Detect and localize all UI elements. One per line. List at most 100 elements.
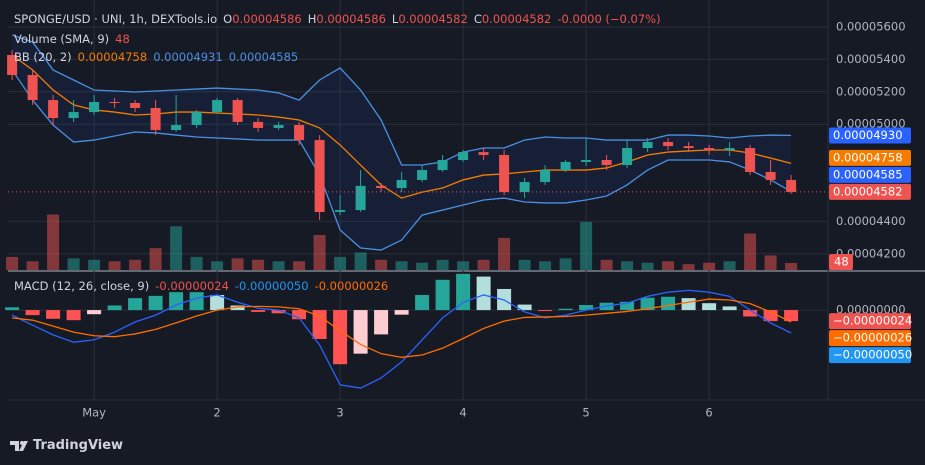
band-fill	[12, 34, 792, 251]
candle-body	[601, 160, 612, 166]
candle-body	[396, 179, 407, 189]
candle-body	[48, 100, 59, 119]
histogram-bar	[415, 294, 430, 311]
histogram-bar	[333, 310, 348, 365]
histogram-bar	[25, 310, 40, 316]
histogram-bar	[538, 310, 553, 312]
volume-bar	[313, 235, 326, 270]
volume-bar	[621, 261, 634, 270]
bb-line	[11, 34, 792, 166]
histogram-bar	[189, 292, 204, 311]
volume-name: Volume (SMA, 9)	[14, 32, 110, 46]
histogram-bar	[169, 292, 184, 311]
candle-body	[314, 140, 325, 213]
histogram-bar	[763, 310, 778, 322]
ohlc-value: 0.00004582	[398, 12, 468, 26]
axis-tag	[829, 183, 911, 200]
ohlc-key: O	[223, 12, 233, 26]
axis-tag-label: 0.00004758	[833, 150, 903, 164]
histogram-bar	[312, 310, 327, 339]
candle-body	[27, 74, 38, 101]
candle-body	[499, 154, 510, 193]
histogram-bar	[661, 296, 676, 311]
histogram-bar	[292, 310, 307, 320]
bb-value: 0.00004758	[77, 50, 148, 64]
y-tick-label: 0.00004200	[836, 246, 906, 260]
histogram-bar	[558, 308, 573, 311]
candle-body	[724, 148, 735, 150]
candle-body	[765, 171, 776, 180]
bb-value: 0.00004585	[228, 50, 299, 64]
volume-bar	[580, 221, 593, 270]
volume-bar	[170, 226, 183, 270]
candle-body	[704, 148, 715, 150]
candle-body	[458, 152, 469, 161]
histogram-bar	[87, 310, 102, 315]
axis-tag	[829, 166, 911, 183]
volume-bar	[723, 261, 736, 270]
histogram-bar	[271, 310, 286, 314]
histogram-bar	[46, 310, 61, 319]
histogram-bar	[476, 276, 491, 311]
macd-value: -0.00000050	[234, 279, 309, 293]
volume-bar	[129, 259, 142, 270]
x-tick-label: May	[82, 406, 106, 420]
candle-body	[109, 102, 120, 104]
candle-body	[89, 102, 100, 113]
volume-bar	[764, 255, 777, 270]
histogram-bar	[722, 306, 737, 311]
macd-name: MACD (12, 26, close, 9)	[14, 279, 150, 293]
candle-body	[560, 161, 571, 171]
histogram-bar	[251, 310, 266, 312]
histogram-bar	[579, 305, 594, 311]
candle-body	[417, 170, 428, 180]
candle-body	[478, 152, 489, 155]
axis-tag-label: −0.00000024	[833, 314, 912, 328]
volume-bar	[498, 237, 511, 270]
x-tick-label: 2	[213, 406, 220, 420]
axis-tag	[829, 149, 911, 166]
histogram-bar	[456, 273, 471, 311]
axis-tag-label: −0.00000026	[833, 331, 912, 345]
x-tick-label: 5	[582, 406, 589, 420]
axis-tag	[829, 330, 911, 347]
volume-bar	[539, 261, 552, 270]
axis-tag-label: 0.00004582	[833, 184, 903, 198]
histogram-bar	[784, 310, 799, 322]
macd-line	[12, 298, 792, 358]
volume-bar	[252, 259, 265, 270]
y-tick-label: 0.00000000	[836, 303, 906, 317]
volume-tag-label: 48	[834, 255, 849, 269]
volume-bar	[682, 264, 695, 270]
volume-bar	[190, 256, 203, 270]
volume-bar	[600, 259, 613, 270]
histogram-bar	[5, 307, 20, 311]
y-tick-label: 0.00005400	[836, 52, 906, 66]
candle-body	[212, 100, 223, 113]
histogram-bar	[743, 310, 758, 317]
candle-body	[663, 142, 674, 147]
x-tick-label: 4	[459, 406, 466, 420]
histogram-bar	[702, 303, 717, 311]
volume-bar	[457, 261, 470, 270]
candle-body	[581, 160, 592, 162]
axis-tag-label: −0.00000050	[833, 348, 912, 362]
histogram-bar	[374, 310, 389, 335]
bb-value: 0.00004931	[153, 50, 223, 64]
volume-legend: Volume (SMA, 9) 48	[14, 32, 136, 46]
volume-bar	[67, 258, 80, 270]
macd-value: -0.00000024	[155, 279, 229, 293]
candle-body	[437, 160, 448, 171]
candle-body	[540, 170, 551, 183]
volume-bar	[88, 259, 101, 270]
volume-bar	[395, 261, 408, 270]
bb-line	[11, 69, 792, 251]
volume-bar	[47, 214, 60, 270]
candle-body	[130, 102, 141, 109]
axis-tag-label: 0.00004585	[833, 167, 903, 181]
volume-bar	[559, 258, 572, 270]
volume-bar	[211, 261, 224, 270]
histogram-bar	[230, 305, 245, 311]
ohlc-value: 0.00004586	[316, 12, 386, 26]
macd-value: -0.00000026	[314, 279, 389, 293]
